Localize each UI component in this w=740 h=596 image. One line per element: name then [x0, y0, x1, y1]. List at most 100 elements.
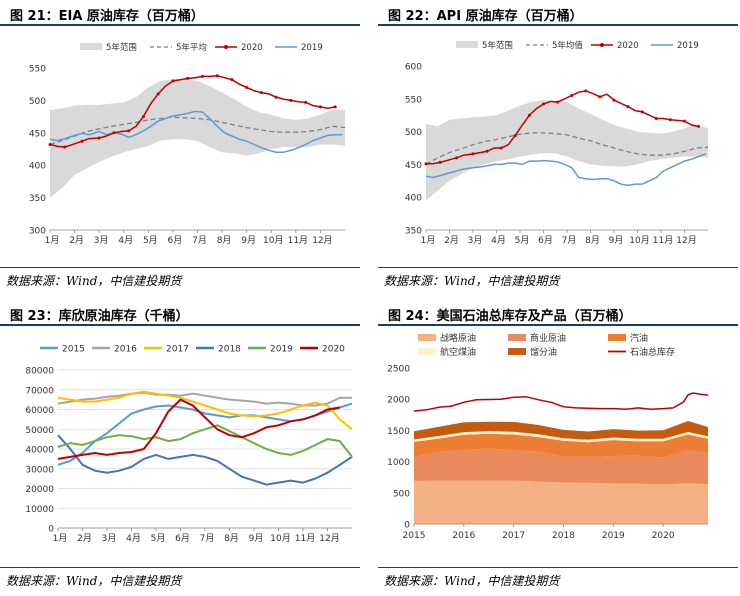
x-tick-label: 2016: [452, 531, 475, 541]
y-tick-label: 350: [405, 227, 422, 237]
series-2020-point: [570, 94, 574, 98]
x-tick-label: 6月: [175, 533, 190, 544]
legend-label: 2019: [301, 43, 323, 53]
x-tick-label: 2015: [403, 531, 426, 541]
series-2015-line: [57, 402, 353, 466]
legend-swatch: [608, 334, 626, 341]
x-tick-label: 11月: [288, 235, 308, 246]
series-2020-point: [556, 100, 560, 104]
y-tick-label: 0: [48, 525, 54, 535]
series-2019-line: [425, 153, 706, 187]
cushing-chart: 0 10000 20000 30000 40000 50000 60000 70000 8000…: [25, 345, 353, 544]
series-2020-point: [640, 110, 644, 114]
legend-label: 5年均值: [552, 40, 583, 51]
series-2020-point: [318, 105, 322, 109]
x-tick-label: 10月: [263, 235, 283, 246]
x-tick-label: 10月: [270, 533, 290, 544]
x-tick-label: 4月: [491, 235, 506, 246]
y-tick-label: 30000: [25, 465, 54, 475]
series-2020-point: [485, 149, 489, 153]
legend-label: 战略原油: [440, 332, 476, 344]
stack-area-航空煤油: [414, 431, 708, 443]
stack-area-战略原油: [414, 480, 708, 524]
legend-label: 5年范围: [106, 42, 137, 53]
series-2020-point: [141, 115, 145, 119]
x-tick-label: 4月: [118, 235, 133, 246]
series-2020-point: [289, 98, 293, 102]
y-tick-label: 2000: [387, 396, 410, 406]
series-2020-point: [156, 92, 160, 96]
x-tick-label: 3月: [102, 533, 117, 544]
legend-label: 2019: [677, 41, 699, 51]
series-2020-point: [63, 145, 67, 149]
series-2020-point: [668, 118, 672, 122]
x-tick-label: 5月: [143, 235, 158, 246]
y-tick-label: 20000: [25, 485, 54, 495]
y-tick-label: 2500: [387, 365, 410, 375]
y-tick-label: 10000: [25, 505, 54, 515]
legend-swatch: [418, 348, 436, 355]
series-2020-point: [230, 78, 234, 82]
y-tick-label: 550: [405, 95, 422, 105]
source-note: 数据来源：Wind，中信建投期货: [6, 274, 182, 288]
x-tick-label: 6月: [168, 235, 183, 246]
source-note: 数据来源：Wind，中信建投期货: [384, 574, 560, 588]
legend-swatch-range: [80, 43, 102, 50]
series-2020-point: [471, 152, 475, 156]
x-tick-label: 12月: [676, 235, 696, 246]
legend-label: 2017: [166, 345, 189, 355]
y-tick-label: 600: [405, 63, 422, 73]
x-tick-label: 2月: [77, 533, 92, 544]
five-year-average-line: [425, 132, 709, 165]
x-tick-label: 7月: [192, 235, 207, 246]
series-2020-point: [424, 162, 428, 166]
legend-swatch-range: [456, 41, 478, 48]
x-tick-label: 2019: [602, 531, 625, 541]
x-tick-label: 2020: [652, 531, 675, 541]
legend-label: 2020: [617, 41, 639, 51]
y-tick-label: 1000: [387, 458, 410, 468]
y-tick-label: 350: [29, 194, 46, 204]
legend-label: 2018: [218, 345, 241, 355]
series-2019-line: [57, 424, 353, 458]
five-year-range-band: [50, 79, 345, 198]
figure-title: 图 24：美国石油总库存及产品（百万桶）: [388, 309, 632, 324]
y-tick-label: 450: [29, 129, 46, 139]
series-2020-line: [426, 90, 699, 165]
series-2020-point: [626, 105, 630, 109]
x-tick-label: 12月: [319, 533, 339, 544]
us-total-chart: 0 500 1000 1500 2000 2500 2015 2016 2017 2018 2019…: [387, 332, 709, 541]
series-2020-point: [542, 102, 545, 106]
series-2020-point: [112, 131, 116, 135]
series-2020-line: [57, 398, 340, 460]
legend-marker-2020: [224, 45, 228, 49]
total-inventory-line: [413, 392, 709, 412]
series-2020-point: [127, 129, 131, 133]
x-tick-label: 1月: [421, 235, 436, 246]
series-2018-line: [57, 434, 353, 486]
x-tick-label: 8月: [224, 533, 239, 544]
series-2020-point: [612, 98, 616, 102]
title-rule: [378, 24, 738, 26]
figure-title: 图 22：API 原油库存（百万桶）: [388, 9, 583, 24]
y-tick-label: 50000: [25, 426, 54, 436]
x-tick-label: 5月: [515, 235, 530, 246]
y-tick-label: 500: [393, 489, 410, 499]
series-2020-point: [654, 116, 658, 120]
legend-label: 2016: [114, 345, 137, 355]
stack-area-汽油: [414, 433, 708, 458]
panel-eia: 图 21：EIA 原油库存（百万桶） 300 350 400 450 500 550 1月 2…: [0, 0, 360, 296]
five-year-average-line: [49, 116, 346, 146]
x-tick-label: 5月: [151, 533, 166, 544]
series-2020-point: [683, 119, 686, 123]
series-2020-point: [499, 146, 503, 150]
legend-swatch: [508, 334, 526, 341]
x-tick-label: 2月: [69, 235, 84, 246]
x-tick-label: 4月: [126, 533, 141, 544]
panel-us-total: 图 24：美国石油总库存及产品（百万桶） 0 500 1000 1500 2000 250…: [378, 300, 738, 596]
series-2017-line: [57, 390, 353, 431]
y-tick-label: 450: [405, 161, 422, 171]
y-tick-label: 400: [405, 194, 422, 204]
series-2020-point: [80, 139, 84, 143]
legend-label: 5年范围: [482, 40, 513, 51]
